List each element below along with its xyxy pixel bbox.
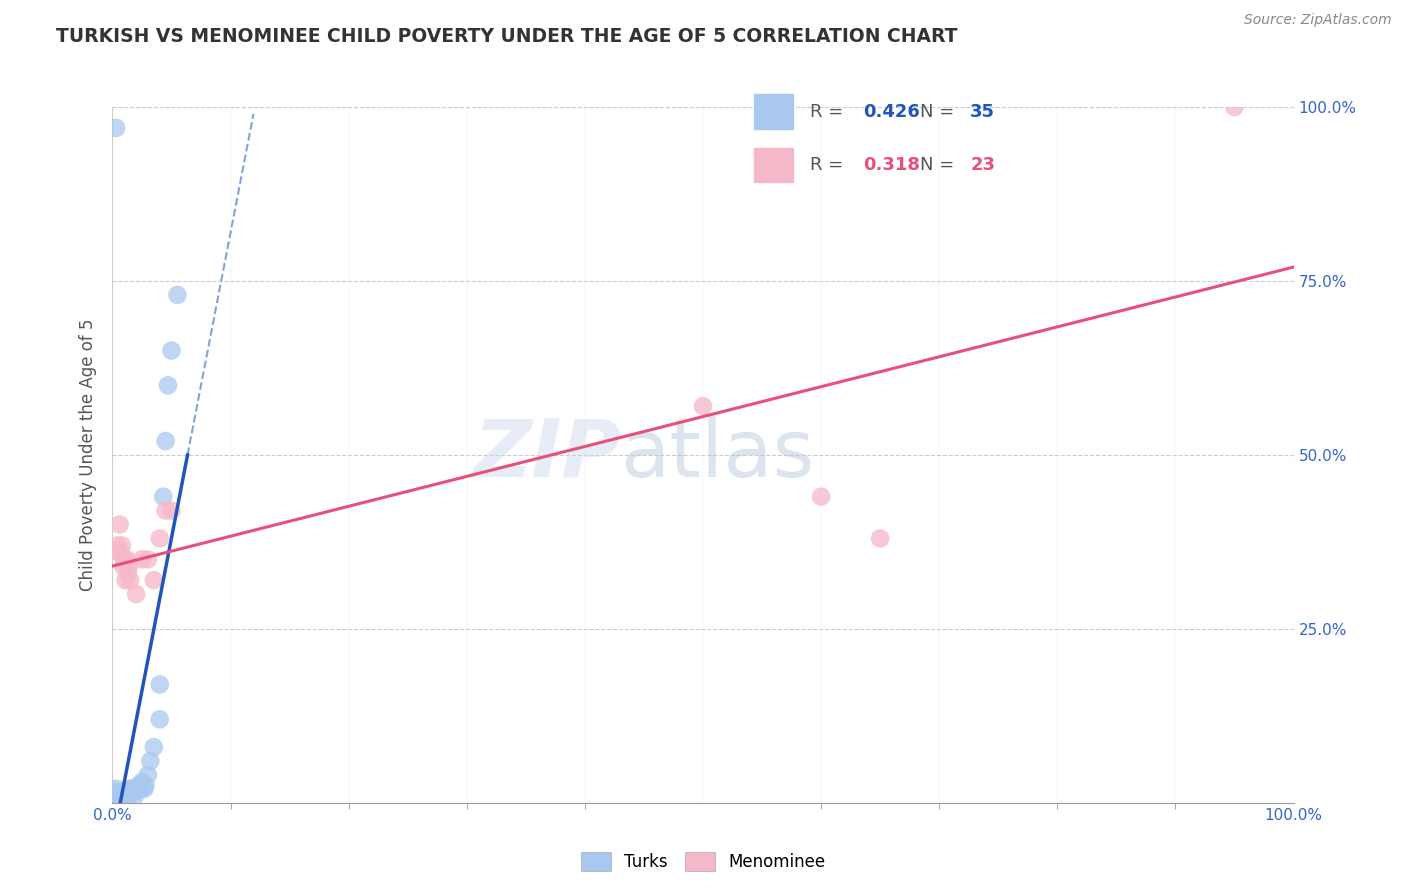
Point [117, 566, 139, 581]
Point [105, 789, 128, 803]
Point [125, 587, 148, 601]
Point [110, 789, 132, 803]
Point [131, 775, 153, 789]
Point [142, 740, 165, 755]
Point [117, 789, 139, 803]
Point [155, 503, 177, 517]
Point [149, 532, 172, 546]
Point [120, 781, 142, 796]
Text: atlas: atlas [620, 416, 814, 494]
Point [111, 789, 134, 803]
Point [127, 778, 149, 792]
Point [114, 789, 136, 803]
Text: 0.318: 0.318 [863, 156, 921, 174]
Point [156, 378, 179, 392]
Text: R =: R = [810, 156, 849, 174]
Point [129, 781, 152, 796]
Point [108, 789, 131, 803]
Point [155, 434, 177, 448]
Point [115, 552, 138, 566]
Point [111, 538, 134, 552]
Point [105, 781, 128, 796]
Legend: Turks, Menominee: Turks, Menominee [574, 846, 832, 878]
Point [1223, 100, 1246, 114]
Point [114, 573, 136, 587]
Point [160, 503, 183, 517]
Text: N =: N = [920, 103, 959, 120]
Point [136, 768, 159, 782]
Point [121, 785, 143, 799]
Point [110, 545, 132, 559]
Y-axis label: Child Poverty Under the Age of 5: Child Poverty Under the Age of 5 [79, 318, 97, 591]
Point [160, 343, 183, 358]
Point [869, 532, 891, 546]
Point [166, 288, 188, 302]
Point [810, 490, 832, 504]
Point [149, 712, 172, 726]
Point [125, 781, 148, 796]
Text: R =: R = [810, 103, 849, 120]
Point [122, 785, 145, 799]
Text: TURKISH VS MENOMINEE CHILD POVERTY UNDER THE AGE OF 5 CORRELATION CHART: TURKISH VS MENOMINEE CHILD POVERTY UNDER… [56, 27, 957, 45]
Point [139, 754, 162, 768]
Text: Source: ZipAtlas.com: Source: ZipAtlas.com [1244, 13, 1392, 28]
Point [120, 573, 142, 587]
Point [118, 785, 141, 799]
Point [127, 781, 149, 796]
Point [115, 785, 138, 799]
Point [134, 781, 156, 796]
Point [152, 490, 174, 504]
Point [108, 517, 131, 532]
Point [112, 789, 135, 803]
Point [135, 778, 157, 792]
Point [692, 399, 714, 413]
Point [118, 559, 141, 574]
Bar [754, 147, 793, 182]
Text: 0.426: 0.426 [863, 103, 920, 120]
Text: 35: 35 [970, 103, 995, 120]
Bar [754, 95, 793, 129]
Point [131, 552, 153, 566]
Point [136, 552, 159, 566]
Point [142, 573, 165, 587]
Text: ZIP: ZIP [472, 416, 620, 494]
Point [107, 545, 129, 559]
Point [112, 559, 135, 574]
Point [124, 789, 146, 803]
Point [120, 781, 142, 796]
Point [112, 785, 135, 799]
Point [105, 120, 128, 135]
Point [149, 677, 172, 691]
Text: N =: N = [920, 156, 959, 174]
Text: 23: 23 [970, 156, 995, 174]
Point [107, 785, 129, 799]
Point [105, 538, 128, 552]
Point [112, 552, 135, 566]
